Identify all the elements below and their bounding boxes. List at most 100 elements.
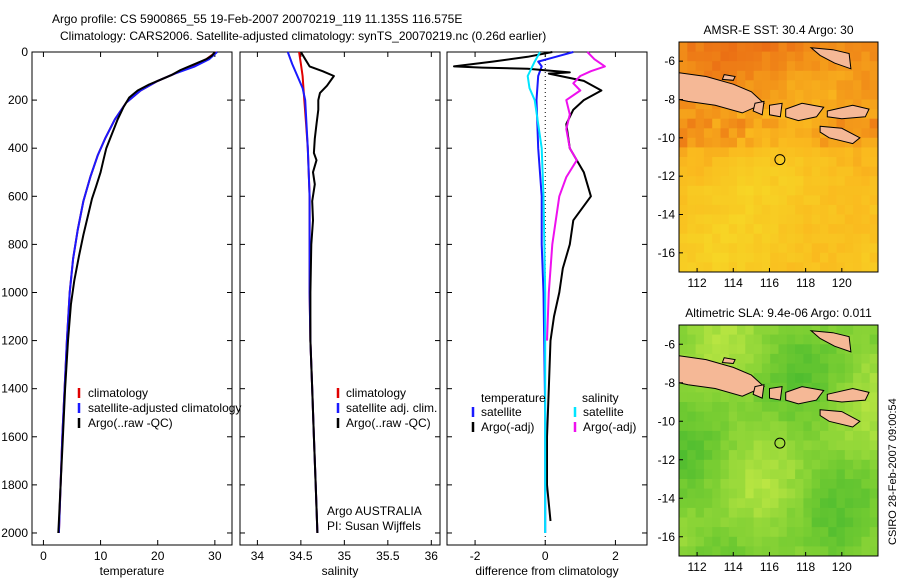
map-cell bbox=[811, 353, 821, 365]
y-tick-label: 2000 bbox=[1, 526, 28, 540]
map-cell bbox=[695, 334, 705, 345]
map-cell bbox=[770, 176, 780, 187]
map-cell bbox=[844, 373, 854, 384]
map-cell bbox=[820, 392, 829, 403]
map-cell bbox=[811, 402, 821, 413]
map-cell bbox=[679, 527, 688, 538]
map-cell bbox=[820, 353, 829, 365]
map-cell bbox=[695, 204, 705, 216]
map-cell bbox=[712, 430, 722, 442]
x-axis-label: temperature bbox=[100, 564, 165, 578]
map-field bbox=[679, 325, 878, 556]
header-line2: Climatology: CARS2006. Satellite-adjuste… bbox=[60, 29, 546, 43]
map-cell bbox=[786, 51, 796, 62]
map-cell bbox=[770, 411, 780, 422]
map-cell bbox=[745, 137, 755, 148]
map-cell bbox=[679, 382, 688, 393]
map-cell bbox=[778, 89, 788, 101]
land-mass bbox=[679, 355, 765, 397]
land-mass bbox=[785, 102, 825, 122]
map-cell bbox=[828, 440, 838, 451]
map-cell bbox=[761, 536, 771, 547]
map-cell bbox=[869, 527, 878, 538]
map-cell bbox=[795, 243, 804, 254]
map-cell bbox=[811, 89, 821, 101]
map-cell bbox=[712, 536, 722, 547]
map-cell bbox=[761, 157, 771, 168]
map-cell bbox=[811, 459, 821, 470]
map-cell bbox=[712, 214, 722, 225]
map-cell bbox=[679, 344, 688, 355]
map-cell bbox=[687, 421, 697, 432]
map-cell bbox=[695, 118, 705, 129]
map-cell bbox=[786, 224, 796, 235]
map-cell bbox=[770, 517, 780, 528]
map-cell bbox=[820, 402, 829, 413]
map-cell bbox=[820, 450, 829, 461]
map-cell bbox=[720, 51, 730, 62]
map-cell bbox=[786, 363, 796, 374]
map-cell bbox=[778, 80, 788, 91]
float-position-marker bbox=[774, 437, 786, 449]
map-cell bbox=[861, 469, 871, 480]
map-cell bbox=[778, 536, 788, 547]
map-cell bbox=[703, 488, 713, 499]
map-cell bbox=[761, 459, 771, 470]
map-cell bbox=[811, 137, 821, 148]
map-cell bbox=[679, 147, 688, 158]
x-tick-label: 118 bbox=[796, 276, 815, 290]
map-cell bbox=[836, 252, 846, 263]
map-cell bbox=[828, 214, 838, 225]
map-cell bbox=[687, 430, 697, 442]
map-cell bbox=[679, 536, 688, 547]
map-cell bbox=[811, 325, 821, 336]
map-cell bbox=[712, 440, 722, 451]
map-cell bbox=[703, 479, 713, 490]
map-cell bbox=[679, 61, 688, 72]
map-cell bbox=[679, 128, 688, 139]
map-cell bbox=[687, 118, 697, 129]
map-cell bbox=[745, 507, 755, 519]
map-cell bbox=[712, 51, 722, 62]
map-cell bbox=[795, 89, 804, 101]
map-cell bbox=[745, 214, 755, 225]
map-cell bbox=[720, 498, 730, 509]
map-cell bbox=[720, 411, 730, 422]
map-cell bbox=[844, 450, 854, 461]
map-cell bbox=[853, 411, 862, 422]
map-cell bbox=[786, 334, 796, 345]
map-cell bbox=[853, 430, 862, 442]
map-cell bbox=[753, 51, 763, 62]
map-cell bbox=[778, 479, 788, 490]
map-cell bbox=[770, 195, 780, 206]
map-cell bbox=[737, 421, 746, 432]
map-cell bbox=[844, 546, 854, 556]
map-cell bbox=[679, 157, 688, 168]
map-cell bbox=[728, 459, 738, 470]
x-tick-label: 34 bbox=[251, 549, 265, 563]
map-cell bbox=[811, 546, 821, 556]
map-cell bbox=[753, 185, 763, 196]
map-cell bbox=[853, 402, 862, 413]
map-cell bbox=[811, 176, 821, 187]
map-cell bbox=[728, 147, 738, 158]
map-cell bbox=[836, 344, 846, 355]
y-tick-label: -6 bbox=[664, 337, 675, 351]
map-cell bbox=[728, 469, 738, 480]
map-cell bbox=[811, 450, 821, 461]
map-cell bbox=[728, 450, 738, 461]
map-cell bbox=[820, 61, 829, 72]
map-cell bbox=[761, 185, 771, 196]
map-cell bbox=[836, 99, 846, 110]
y-tick-label: 400 bbox=[8, 141, 28, 155]
map-cell bbox=[753, 440, 763, 451]
map-cell bbox=[679, 488, 688, 499]
map-cell bbox=[687, 42, 697, 53]
map-cell bbox=[853, 262, 862, 272]
map-cell bbox=[753, 411, 763, 422]
map-cell bbox=[853, 363, 862, 374]
map-cell bbox=[703, 507, 713, 519]
map-cell bbox=[745, 344, 755, 355]
map-cell bbox=[728, 51, 738, 62]
map-cell bbox=[844, 430, 854, 442]
